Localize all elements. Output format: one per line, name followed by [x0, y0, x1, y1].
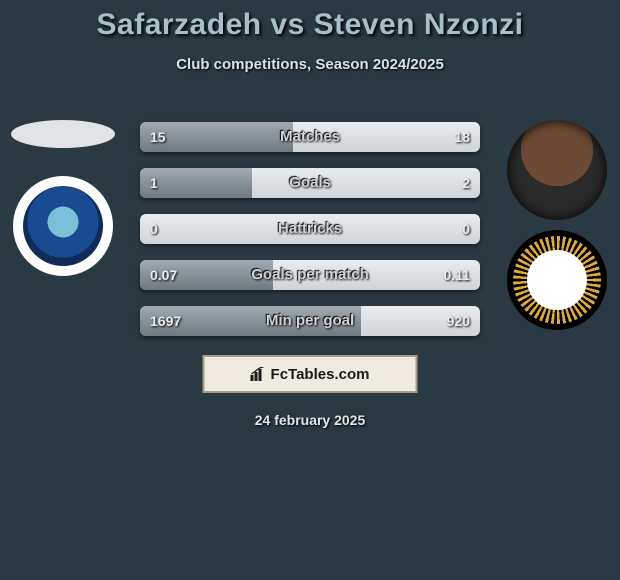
stat-row-matches: 15 Matches 18	[140, 122, 480, 152]
stat-right-value: 2	[452, 168, 480, 198]
stat-right-value: 0	[452, 214, 480, 244]
stat-row-goals-per-match: 0.07 Goals per match 0.11	[140, 260, 480, 290]
stat-label: Min per goal	[140, 306, 480, 336]
stat-row-goals: 1 Goals 2	[140, 168, 480, 198]
stats-bars: 15 Matches 18 1 Goals 2 0 Hattricks 0 0.…	[140, 122, 480, 352]
stat-label: Matches	[140, 122, 480, 152]
anchor-crest-icon	[23, 186, 103, 266]
right-player-column	[502, 120, 612, 340]
subtitle: Club competitions, Season 2024/2025	[0, 56, 620, 73]
stat-label: Goals	[140, 168, 480, 198]
stat-row-min-per-goal: 1697 Min per goal 920	[140, 306, 480, 336]
bar-chart-icon	[251, 367, 267, 381]
club-badge-left	[13, 176, 113, 276]
club-badge-right	[507, 230, 607, 330]
brand-footer[interactable]: FcTables.com	[203, 355, 418, 393]
left-player-column	[8, 120, 118, 286]
stat-right-value: 0.11	[434, 260, 480, 290]
stat-label: Goals per match	[140, 260, 480, 290]
stat-right-value: 18	[444, 122, 480, 152]
comparison-date: 24 february 2025	[0, 412, 620, 428]
player-photo-right	[507, 120, 607, 220]
brand-label: FcTables.com	[271, 366, 370, 383]
page-title: Safarzadeh vs Steven Nzonzi	[0, 0, 620, 42]
stat-label: Hattricks	[140, 214, 480, 244]
stat-row-hattricks: 0 Hattricks 0	[140, 214, 480, 244]
stat-right-value: 920	[437, 306, 480, 336]
player-placeholder-left	[11, 120, 115, 148]
comparison-card: Safarzadeh vs Steven Nzonzi Club competi…	[0, 0, 620, 440]
